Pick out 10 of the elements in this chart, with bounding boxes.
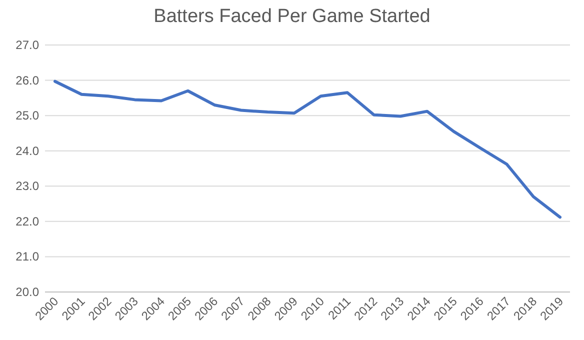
line-series xyxy=(54,80,562,219)
y-tick-label: 27.0 xyxy=(16,38,40,52)
y-tick-label: 22.0 xyxy=(16,214,40,228)
y-tick-label: 21.0 xyxy=(16,250,40,264)
y-tick-label: 25.0 xyxy=(16,108,40,123)
y-tick-label: 23.0 xyxy=(16,179,40,194)
y-tick-label: 26.0 xyxy=(16,73,40,88)
y-tick-label: 20.0 xyxy=(16,285,40,299)
chart-title: Batters Faced Per Game Started xyxy=(154,6,430,27)
y-tick-label: 24.0 xyxy=(16,144,40,158)
